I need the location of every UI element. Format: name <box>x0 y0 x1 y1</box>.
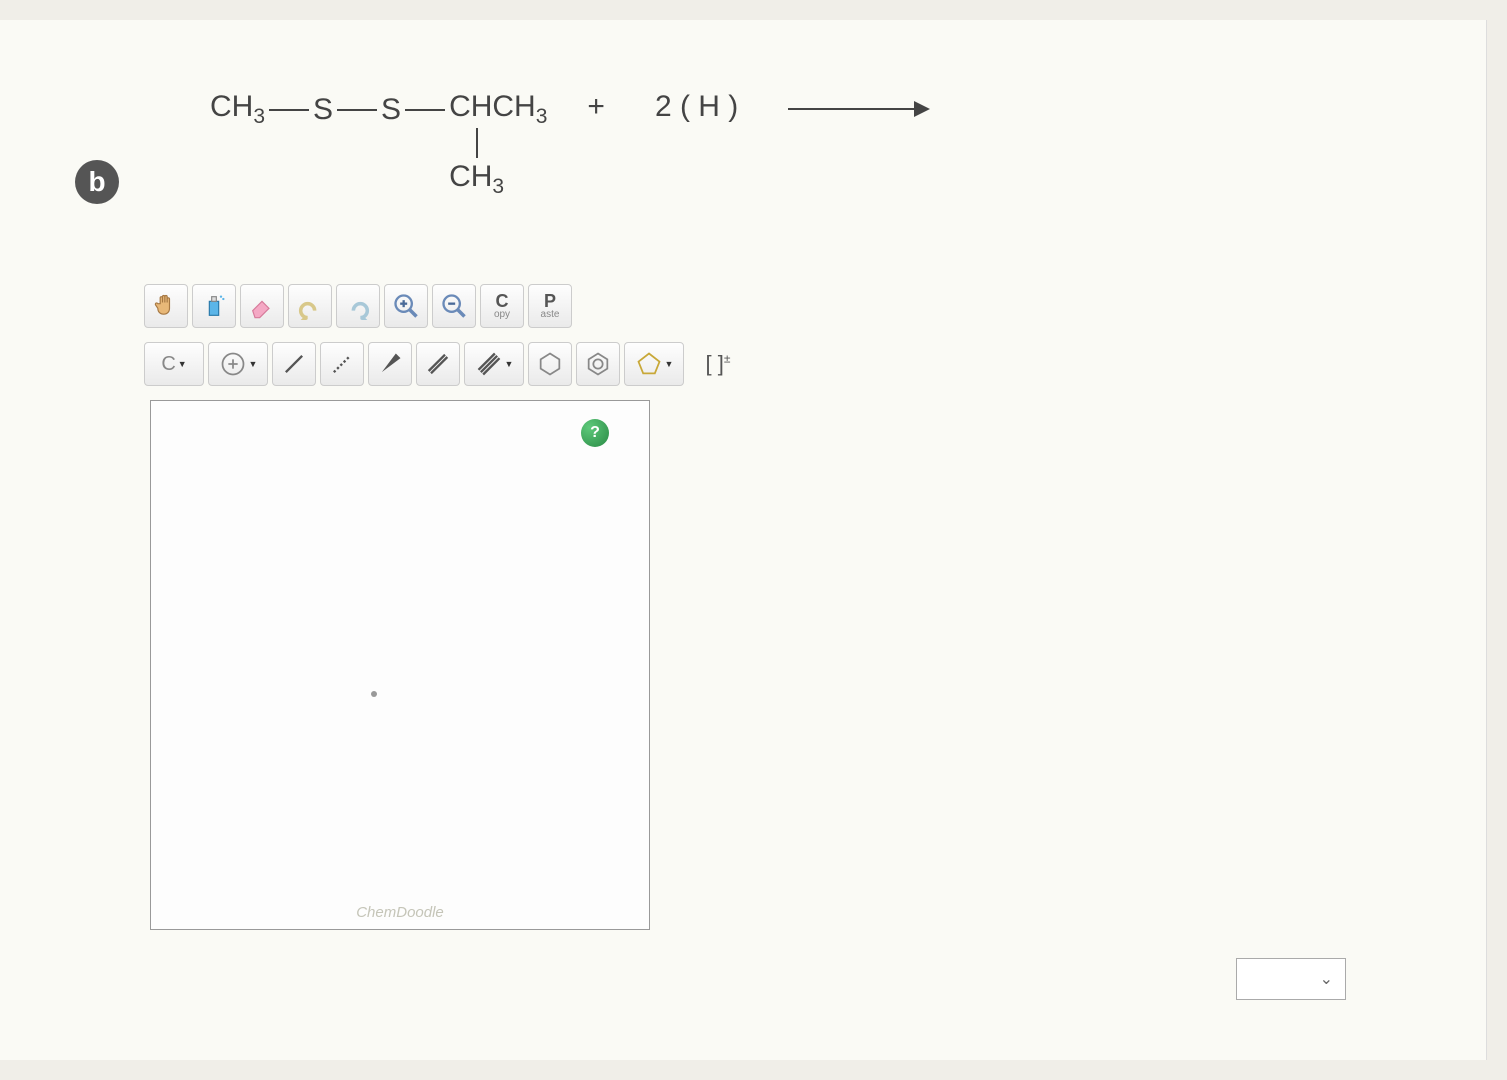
zoom-in-icon <box>392 292 420 320</box>
dotted-bond-tool[interactable] <box>320 342 364 386</box>
reaction-arrow <box>788 108 928 110</box>
chevron-down-icon: ▼ <box>178 359 187 369</box>
chevron-down-icon: ▼ <box>249 359 258 369</box>
triple-bond-tool[interactable]: ▼ <box>464 342 524 386</box>
copy-label-small: opy <box>494 310 510 320</box>
pentagon-icon <box>635 350 663 378</box>
atom: S <box>313 93 333 127</box>
chemical-equation: CH3 S S CHCH3 CH3 + 2 ( H ) <box>210 90 928 129</box>
redo-tool[interactable] <box>336 284 380 328</box>
answer-select[interactable]: ⌄ <box>1236 958 1346 1000</box>
benzene-icon <box>584 350 612 378</box>
hexagon-icon <box>536 350 564 378</box>
bond <box>405 109 445 111</box>
element-picker[interactable]: C ▼ <box>144 342 204 386</box>
toolbar-row-2: C ▼ ▼ ▼ <box>140 338 1040 390</box>
paste-tool[interactable]: P aste <box>528 284 572 328</box>
benzene-tool[interactable] <box>576 342 620 386</box>
charge-tool[interactable]: [ ]± <box>688 342 748 386</box>
branch-group: CH3 <box>449 126 504 199</box>
zoom-out-tool[interactable] <box>432 284 476 328</box>
eraser-icon <box>248 292 276 320</box>
wedge-bond-tool[interactable] <box>368 342 412 386</box>
spray-icon <box>200 292 228 320</box>
canvas-cursor-dot <box>371 691 377 697</box>
add-tool[interactable]: ▼ <box>208 342 268 386</box>
double-bond-tool[interactable] <box>416 342 460 386</box>
zoom-in-tool[interactable] <box>384 284 428 328</box>
ring-picker[interactable]: ▼ <box>624 342 684 386</box>
drawing-canvas[interactable]: ? ChemDoodle <box>150 400 650 930</box>
hexagon-tool[interactable] <box>528 342 572 386</box>
vertical-bond <box>476 128 478 158</box>
help-icon-label: ? <box>590 424 600 442</box>
clear-tool[interactable] <box>192 284 236 328</box>
plus-sign: + <box>587 90 605 124</box>
undo-icon <box>296 292 324 320</box>
triple-bond-icon <box>475 350 503 378</box>
reactant-molecule: CH3 S S CHCH3 CH3 <box>210 90 547 129</box>
chevron-down-icon: ▼ <box>505 359 514 369</box>
formula-part: CH3 <box>210 90 265 129</box>
help-button[interactable]: ? <box>581 419 609 447</box>
question-badge: b <box>75 160 119 204</box>
atom: S <box>381 93 401 127</box>
plus-circle-icon <box>219 350 247 378</box>
copy-label-big: C <box>496 292 509 310</box>
undo-tool[interactable] <box>288 284 332 328</box>
toolbar-row-1: C opy P aste <box>140 280 1040 332</box>
chevron-down-icon: ▼ <box>665 359 674 369</box>
move-tool[interactable] <box>144 284 188 328</box>
element-label: C <box>161 353 175 376</box>
bond <box>337 109 377 111</box>
zoom-out-icon <box>440 292 468 320</box>
chevron-down-icon: ⌄ <box>1320 969 1333 989</box>
watermark-label: ChemDoodle <box>356 904 444 921</box>
paste-label-big: P <box>544 292 556 310</box>
coefficient: 2 ( H ) <box>655 90 738 124</box>
single-bond-icon <box>280 350 308 378</box>
double-bond-icon <box>424 350 452 378</box>
wedge-icon <box>376 350 404 378</box>
dotted-bond-icon <box>328 350 356 378</box>
erase-tool[interactable] <box>240 284 284 328</box>
copy-tool[interactable]: C opy <box>480 284 524 328</box>
charge-bracket-label: [ ]± <box>706 351 731 377</box>
single-bond-tool[interactable] <box>272 342 316 386</box>
bond <box>269 109 309 111</box>
chemdoodle-editor: C opy P aste C ▼ ▼ <box>140 280 1040 930</box>
badge-label: b <box>88 166 105 198</box>
paste-label-small: aste <box>541 310 560 320</box>
formula-part: CHCH3 CH3 <box>449 90 547 129</box>
content-area: b CH3 S S CHCH3 CH3 + 2 ( H ) <box>0 20 1487 1060</box>
redo-icon <box>344 292 372 320</box>
hand-icon <box>152 292 180 320</box>
